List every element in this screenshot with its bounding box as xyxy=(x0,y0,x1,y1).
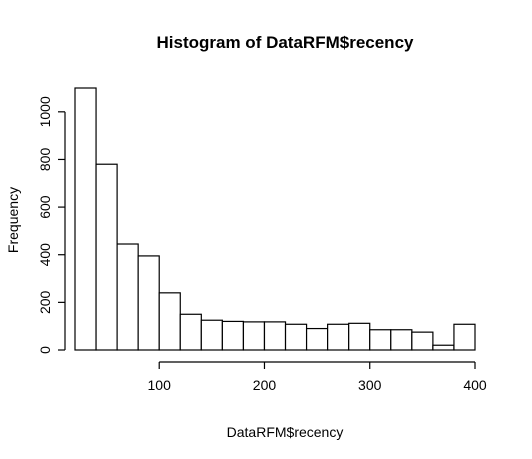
histogram-bar xyxy=(348,322,371,351)
y-tick-label: 800 xyxy=(37,148,53,172)
histogram-bar xyxy=(411,331,434,351)
histogram-bar xyxy=(179,313,202,351)
histogram-bar xyxy=(74,87,97,351)
y-tick-label: 400 xyxy=(37,243,53,267)
x-tick-label: 100 xyxy=(148,377,172,393)
histogram-bar xyxy=(263,321,287,351)
y-tick-label: 200 xyxy=(37,290,53,314)
x-tick-label: 300 xyxy=(358,377,382,393)
x-tick-label: 400 xyxy=(463,377,487,393)
histogram-bar xyxy=(390,329,413,351)
x-axis-label: DataRFM$recency xyxy=(227,424,344,440)
y-tick-label: 600 xyxy=(37,195,53,219)
y-tick-label: 1000 xyxy=(37,96,53,127)
histogram-bar xyxy=(369,329,392,351)
histogram-bar xyxy=(158,292,181,351)
histogram-bar xyxy=(137,255,160,351)
histogram-bar xyxy=(305,327,329,351)
histogram-bar xyxy=(221,320,245,351)
histogram-bar xyxy=(453,323,476,351)
histogram-bar xyxy=(242,321,266,351)
histogram-bar xyxy=(327,323,350,351)
histogram-bar xyxy=(200,319,223,351)
y-tick-label: 0 xyxy=(37,346,53,354)
x-axis: 100 200 300 400 xyxy=(148,361,487,393)
histogram-bar xyxy=(116,243,139,351)
chart-title: Histogram of DataRFM$recency xyxy=(157,33,415,52)
bars-group xyxy=(74,87,476,351)
x-tick-label: 200 xyxy=(253,377,277,393)
histogram-bar xyxy=(432,344,455,351)
y-axis-label: Frequency xyxy=(5,187,21,253)
y-axis: 0 200 400 600 800 1000 xyxy=(37,96,66,354)
histogram-bar xyxy=(284,323,308,351)
histogram-bar xyxy=(95,163,118,351)
